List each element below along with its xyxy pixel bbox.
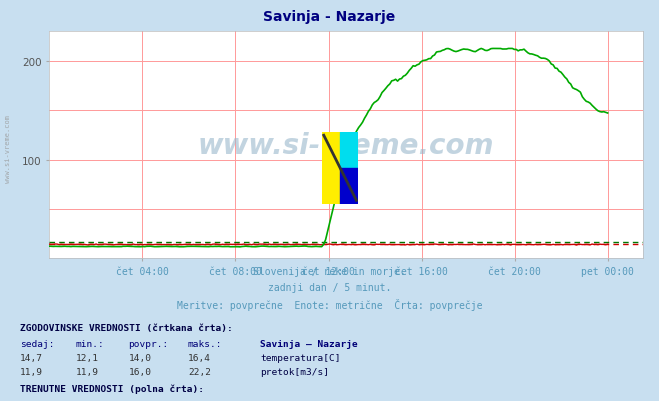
Text: min.:: min.: (76, 400, 105, 401)
Text: Meritve: povprečne  Enote: metrične  Črta: povprečje: Meritve: povprečne Enote: metrične Črta:… (177, 299, 482, 311)
Text: 16,4: 16,4 (188, 353, 211, 362)
Text: maks.:: maks.: (188, 400, 222, 401)
Bar (340, 132, 358, 168)
Text: Slovenija / reke in morje.: Slovenija / reke in morje. (253, 267, 406, 277)
Text: 11,9: 11,9 (20, 367, 43, 376)
Text: Savinja – Nazarje: Savinja – Nazarje (260, 400, 358, 401)
Text: maks.:: maks.: (188, 339, 222, 348)
Text: min.:: min.: (76, 339, 105, 348)
Text: zadnji dan / 5 minut.: zadnji dan / 5 minut. (268, 283, 391, 293)
Text: 11,9: 11,9 (76, 367, 99, 376)
Text: pretok[m3/s]: pretok[m3/s] (260, 367, 330, 376)
Text: povpr.:: povpr.: (129, 339, 169, 348)
Text: 14,0: 14,0 (129, 353, 152, 362)
Text: sedaj:: sedaj: (20, 339, 54, 348)
Text: 12,1: 12,1 (76, 353, 99, 362)
Bar (340, 168, 358, 205)
Text: 16,0: 16,0 (129, 367, 152, 376)
Text: www.si-vreme.com: www.si-vreme.com (5, 114, 11, 182)
Text: ZGODOVINSKE VREDNOSTI (črtkana črta):: ZGODOVINSKE VREDNOSTI (črtkana črta): (20, 323, 233, 332)
Text: 14,7: 14,7 (20, 353, 43, 362)
Text: Savinja – Nazarje: Savinja – Nazarje (260, 339, 358, 348)
Text: povpr.:: povpr.: (129, 400, 169, 401)
Text: Savinja - Nazarje: Savinja - Nazarje (264, 10, 395, 24)
Text: www.si-vreme.com: www.si-vreme.com (198, 132, 494, 159)
Bar (322, 132, 340, 205)
Text: temperatura[C]: temperatura[C] (260, 353, 341, 362)
Text: 22,2: 22,2 (188, 367, 211, 376)
Text: sedaj:: sedaj: (20, 400, 54, 401)
Text: TRENUTNE VREDNOSTI (polna črta):: TRENUTNE VREDNOSTI (polna črta): (20, 384, 204, 393)
